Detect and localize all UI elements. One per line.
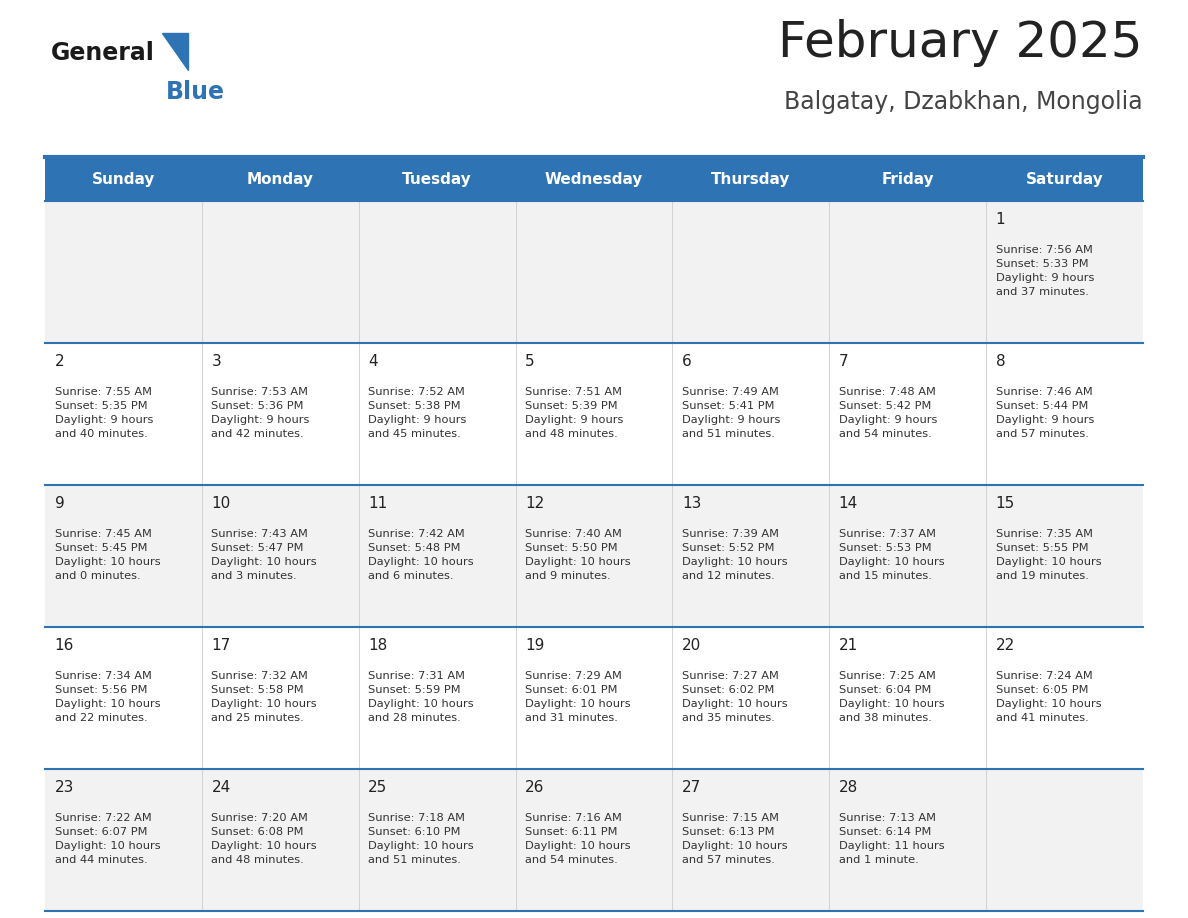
Text: 1: 1 [996,212,1005,227]
Text: Sunrise: 7:25 AM
Sunset: 6:04 PM
Daylight: 10 hours
and 38 minutes.: Sunrise: 7:25 AM Sunset: 6:04 PM Dayligh… [839,671,944,722]
Text: General: General [51,41,154,65]
Text: Sunrise: 7:55 AM
Sunset: 5:35 PM
Daylight: 9 hours
and 40 minutes.: Sunrise: 7:55 AM Sunset: 5:35 PM Dayligh… [55,387,153,439]
Text: Sunrise: 7:13 AM
Sunset: 6:14 PM
Daylight: 11 hours
and 1 minute.: Sunrise: 7:13 AM Sunset: 6:14 PM Dayligh… [839,812,944,865]
Text: 23: 23 [55,779,74,795]
Text: Sunday: Sunday [91,172,156,186]
Text: 25: 25 [368,779,387,795]
Text: 27: 27 [682,779,701,795]
Text: 11: 11 [368,496,387,511]
Text: Sunrise: 7:20 AM
Sunset: 6:08 PM
Daylight: 10 hours
and 48 minutes.: Sunrise: 7:20 AM Sunset: 6:08 PM Dayligh… [211,812,317,865]
Text: 9: 9 [55,496,64,511]
Text: 19: 19 [525,638,544,653]
Text: 22: 22 [996,638,1015,653]
Text: 15: 15 [996,496,1015,511]
Text: 28: 28 [839,779,858,795]
Text: February 2025: February 2025 [778,19,1143,67]
Text: 2: 2 [55,354,64,369]
Text: Sunrise: 7:43 AM
Sunset: 5:47 PM
Daylight: 10 hours
and 3 minutes.: Sunrise: 7:43 AM Sunset: 5:47 PM Dayligh… [211,529,317,581]
Text: 18: 18 [368,638,387,653]
Text: Sunrise: 7:37 AM
Sunset: 5:53 PM
Daylight: 10 hours
and 15 minutes.: Sunrise: 7:37 AM Sunset: 5:53 PM Dayligh… [839,529,944,581]
Text: Sunrise: 7:39 AM
Sunset: 5:52 PM
Daylight: 10 hours
and 12 minutes.: Sunrise: 7:39 AM Sunset: 5:52 PM Dayligh… [682,529,788,581]
Text: 20: 20 [682,638,701,653]
Text: Sunrise: 7:34 AM
Sunset: 5:56 PM
Daylight: 10 hours
and 22 minutes.: Sunrise: 7:34 AM Sunset: 5:56 PM Dayligh… [55,671,160,722]
Text: Balgatay, Dzabkhan, Mongolia: Balgatay, Dzabkhan, Mongolia [784,90,1143,114]
Text: Friday: Friday [881,172,934,186]
Text: Sunrise: 7:40 AM
Sunset: 5:50 PM
Daylight: 10 hours
and 9 minutes.: Sunrise: 7:40 AM Sunset: 5:50 PM Dayligh… [525,529,631,581]
Text: Blue: Blue [166,80,226,104]
Text: 24: 24 [211,779,230,795]
Text: 17: 17 [211,638,230,653]
Text: 12: 12 [525,496,544,511]
Bar [45,201,1143,343]
Text: 7: 7 [839,354,848,369]
Text: 10: 10 [211,496,230,511]
Text: Sunrise: 7:49 AM
Sunset: 5:41 PM
Daylight: 9 hours
and 51 minutes.: Sunrise: 7:49 AM Sunset: 5:41 PM Dayligh… [682,387,781,439]
Text: 16: 16 [55,638,74,653]
Text: Sunrise: 7:16 AM
Sunset: 6:11 PM
Daylight: 10 hours
and 54 minutes.: Sunrise: 7:16 AM Sunset: 6:11 PM Dayligh… [525,812,631,865]
Text: Sunrise: 7:18 AM
Sunset: 6:10 PM
Daylight: 10 hours
and 51 minutes.: Sunrise: 7:18 AM Sunset: 6:10 PM Dayligh… [368,812,474,865]
Text: Sunrise: 7:51 AM
Sunset: 5:39 PM
Daylight: 9 hours
and 48 minutes.: Sunrise: 7:51 AM Sunset: 5:39 PM Dayligh… [525,387,624,439]
Text: 3: 3 [211,354,221,369]
Text: 5: 5 [525,354,535,369]
Text: Thursday: Thursday [712,172,790,186]
Text: Sunrise: 7:52 AM
Sunset: 5:38 PM
Daylight: 9 hours
and 45 minutes.: Sunrise: 7:52 AM Sunset: 5:38 PM Dayligh… [368,387,467,439]
Text: Wednesday: Wednesday [545,172,643,186]
Bar [45,157,1143,201]
Text: 8: 8 [996,354,1005,369]
Text: 26: 26 [525,779,544,795]
Text: Sunrise: 7:24 AM
Sunset: 6:05 PM
Daylight: 10 hours
and 41 minutes.: Sunrise: 7:24 AM Sunset: 6:05 PM Dayligh… [996,671,1101,722]
Text: Sunrise: 7:35 AM
Sunset: 5:55 PM
Daylight: 10 hours
and 19 minutes.: Sunrise: 7:35 AM Sunset: 5:55 PM Dayligh… [996,529,1101,581]
Text: Saturday: Saturday [1025,172,1104,186]
Polygon shape [162,33,188,70]
Text: 4: 4 [368,354,378,369]
Text: Tuesday: Tuesday [403,172,472,186]
Text: Sunrise: 7:45 AM
Sunset: 5:45 PM
Daylight: 10 hours
and 0 minutes.: Sunrise: 7:45 AM Sunset: 5:45 PM Dayligh… [55,529,160,581]
Bar [45,485,1143,627]
Text: Sunrise: 7:27 AM
Sunset: 6:02 PM
Daylight: 10 hours
and 35 minutes.: Sunrise: 7:27 AM Sunset: 6:02 PM Dayligh… [682,671,788,722]
Text: Sunrise: 7:48 AM
Sunset: 5:42 PM
Daylight: 9 hours
and 54 minutes.: Sunrise: 7:48 AM Sunset: 5:42 PM Dayligh… [839,387,937,439]
Text: 21: 21 [839,638,858,653]
Text: Sunrise: 7:31 AM
Sunset: 5:59 PM
Daylight: 10 hours
and 28 minutes.: Sunrise: 7:31 AM Sunset: 5:59 PM Dayligh… [368,671,474,722]
Text: 6: 6 [682,354,691,369]
Text: Sunrise: 7:32 AM
Sunset: 5:58 PM
Daylight: 10 hours
and 25 minutes.: Sunrise: 7:32 AM Sunset: 5:58 PM Dayligh… [211,671,317,722]
Text: Sunrise: 7:42 AM
Sunset: 5:48 PM
Daylight: 10 hours
and 6 minutes.: Sunrise: 7:42 AM Sunset: 5:48 PM Dayligh… [368,529,474,581]
Bar [45,343,1143,485]
Bar [45,768,1143,911]
Text: Sunrise: 7:29 AM
Sunset: 6:01 PM
Daylight: 10 hours
and 31 minutes.: Sunrise: 7:29 AM Sunset: 6:01 PM Dayligh… [525,671,631,722]
Text: Sunrise: 7:56 AM
Sunset: 5:33 PM
Daylight: 9 hours
and 37 minutes.: Sunrise: 7:56 AM Sunset: 5:33 PM Dayligh… [996,245,1094,297]
Text: Sunrise: 7:46 AM
Sunset: 5:44 PM
Daylight: 9 hours
and 57 minutes.: Sunrise: 7:46 AM Sunset: 5:44 PM Dayligh… [996,387,1094,439]
Text: Sunrise: 7:22 AM
Sunset: 6:07 PM
Daylight: 10 hours
and 44 minutes.: Sunrise: 7:22 AM Sunset: 6:07 PM Dayligh… [55,812,160,865]
Text: Sunrise: 7:53 AM
Sunset: 5:36 PM
Daylight: 9 hours
and 42 minutes.: Sunrise: 7:53 AM Sunset: 5:36 PM Dayligh… [211,387,310,439]
Text: Monday: Monday [247,172,314,186]
Text: 14: 14 [839,496,858,511]
Bar [45,627,1143,768]
Text: 13: 13 [682,496,701,511]
Text: Sunrise: 7:15 AM
Sunset: 6:13 PM
Daylight: 10 hours
and 57 minutes.: Sunrise: 7:15 AM Sunset: 6:13 PM Dayligh… [682,812,788,865]
